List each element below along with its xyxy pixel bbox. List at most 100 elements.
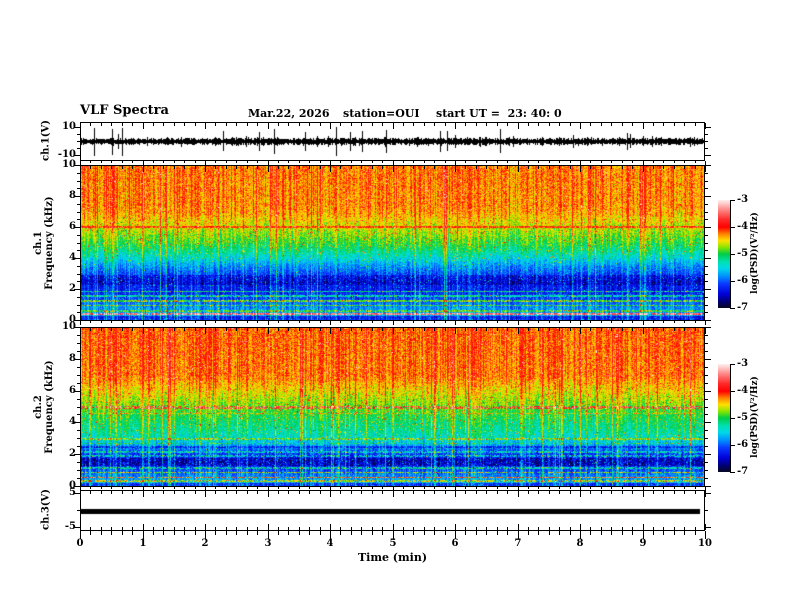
tick-mark xyxy=(731,281,735,282)
tick-label: 6 xyxy=(69,221,76,232)
ch1-axis-label-line1: ch.1 xyxy=(33,231,44,255)
tick-label: -6 xyxy=(737,275,749,286)
tick-label: -10 xyxy=(57,149,76,160)
tick-mark xyxy=(622,531,623,535)
tick-mark xyxy=(77,367,80,368)
tick-mark xyxy=(101,123,102,126)
tick-mark xyxy=(497,491,498,494)
tick-mark xyxy=(580,491,581,497)
tick-mark xyxy=(695,161,696,163)
tick-mark xyxy=(476,491,477,494)
tick-mark xyxy=(163,491,164,494)
tick-mark xyxy=(434,531,435,535)
tick-mark xyxy=(424,328,425,331)
tick-mark xyxy=(528,321,529,323)
station-label: station=OUI xyxy=(343,107,420,120)
tick-label: 0 xyxy=(69,314,76,325)
tick-mark xyxy=(382,491,383,494)
tick-mark xyxy=(559,531,560,535)
tick-mark xyxy=(684,123,685,126)
tick-mark xyxy=(528,123,529,126)
tick-mark xyxy=(361,123,362,126)
tick-mark xyxy=(143,166,144,172)
tick-mark xyxy=(340,123,341,126)
tick-mark xyxy=(205,491,206,497)
tick-mark xyxy=(80,487,81,491)
tick-mark xyxy=(486,321,487,323)
tick-mark xyxy=(643,531,644,539)
tick-mark xyxy=(330,531,331,539)
tick-mark xyxy=(393,491,394,497)
tick-mark xyxy=(705,510,708,511)
tick-mark xyxy=(643,491,644,497)
tick-mark xyxy=(465,328,466,331)
tick-mark xyxy=(309,328,310,331)
tick-mark xyxy=(393,487,394,491)
tick-mark xyxy=(705,123,706,129)
tick-mark xyxy=(549,123,550,126)
tick-mark xyxy=(236,321,237,323)
tick-mark xyxy=(455,531,456,539)
tick-mark xyxy=(663,531,664,535)
tick-mark xyxy=(288,531,289,535)
tick-mark xyxy=(590,531,591,535)
tick-mark xyxy=(653,527,654,530)
tick-mark xyxy=(507,123,508,126)
tick-mark xyxy=(695,531,696,535)
tick-mark xyxy=(195,321,196,323)
tick-mark xyxy=(486,531,487,535)
tick-mark xyxy=(445,487,446,489)
tick-mark xyxy=(705,446,708,447)
tick-mark xyxy=(445,527,446,530)
tick-mark xyxy=(705,493,711,494)
tick-mark xyxy=(226,166,227,169)
tick-mark xyxy=(497,328,498,331)
tick-mark xyxy=(622,166,623,169)
tick-mark xyxy=(549,328,550,331)
tick-mark xyxy=(77,188,80,189)
tick-label: -4 xyxy=(737,385,749,396)
tick-mark xyxy=(653,328,654,331)
tick-mark xyxy=(455,166,456,172)
tick-mark xyxy=(330,491,331,497)
tick-mark xyxy=(247,527,248,530)
time-axis-label: Time (min) xyxy=(357,551,428,564)
tick-mark xyxy=(351,321,352,323)
tick-mark xyxy=(632,123,633,126)
tick-mark xyxy=(705,305,708,306)
tick-mark xyxy=(257,123,258,126)
tick-mark xyxy=(413,328,414,331)
tick-mark xyxy=(731,472,735,473)
tick-mark xyxy=(143,531,144,539)
tick-mark xyxy=(570,527,571,530)
tick-mark xyxy=(538,123,539,126)
tick-mark xyxy=(340,321,341,323)
tick-mark xyxy=(434,527,435,530)
tick-mark xyxy=(174,527,175,530)
tick-mark xyxy=(476,123,477,126)
tick-label: 8 xyxy=(576,538,584,549)
tick-mark xyxy=(549,491,550,494)
tick-mark xyxy=(705,327,711,328)
tick-mark xyxy=(445,123,446,126)
tick-mark xyxy=(731,445,735,446)
tick-label: 8 xyxy=(69,353,76,364)
tick-mark xyxy=(653,161,654,163)
tick-mark xyxy=(90,166,91,169)
tick-mark xyxy=(434,321,435,323)
tick-mark xyxy=(705,165,711,166)
tick-mark xyxy=(330,524,331,530)
tick-mark xyxy=(278,527,279,530)
ch1-waveform-canvas xyxy=(81,123,704,160)
tick-mark xyxy=(132,531,133,535)
tick-mark xyxy=(559,123,560,126)
tick-mark xyxy=(731,364,735,365)
tick-mark xyxy=(122,531,123,535)
tick-mark xyxy=(101,328,102,331)
tick-mark xyxy=(74,289,80,290)
tick-mark xyxy=(226,123,227,126)
tick-mark xyxy=(705,367,708,368)
tick-mark xyxy=(122,321,123,323)
tick-label: -7 xyxy=(737,466,749,477)
tick-mark xyxy=(684,527,685,530)
